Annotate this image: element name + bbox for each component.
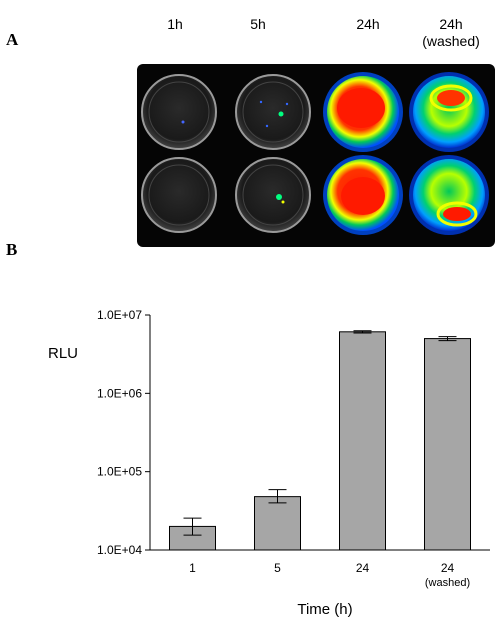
rlu-bar-chart: 1.0E+04 1.0E+05 1.0E+06 1.0E+07 RLU 1 5 24 24 (wa… bbox=[48, 308, 490, 618]
y-tick-label: 1.0E+05 bbox=[97, 465, 142, 479]
y-tick-label: 1.0E+06 bbox=[97, 386, 142, 400]
image-column-label-text: 24h bbox=[356, 16, 380, 32]
bar bbox=[424, 338, 471, 551]
image-column-label-24h: 24h bbox=[323, 16, 413, 33]
well-plate-svg bbox=[141, 72, 489, 235]
well-plate-image bbox=[137, 64, 495, 247]
image-column-label-text: 24h bbox=[439, 16, 463, 32]
y-axis-title: RLU bbox=[48, 345, 78, 362]
well-5h-top bbox=[235, 74, 311, 150]
panel-label-a: A bbox=[6, 30, 19, 49]
bar bbox=[339, 331, 386, 551]
image-column-label-24h-washed: 24h (washed) bbox=[406, 16, 496, 50]
image-column-sublabel-text: (washed) bbox=[422, 33, 480, 49]
well-1h-top bbox=[141, 74, 217, 150]
y-tick-label: 1.0E+07 bbox=[97, 308, 142, 322]
y-tick-label: 1.0E+04 bbox=[97, 543, 142, 557]
well-1h-bottom bbox=[141, 157, 217, 233]
well-24h-washed-top bbox=[409, 72, 489, 152]
x-axis-title: Time (h) bbox=[297, 601, 352, 618]
well-24h-bottom bbox=[323, 155, 403, 235]
image-column-label-1h: 1h bbox=[130, 16, 220, 33]
bar bbox=[254, 496, 301, 551]
x-tick-label: 24 bbox=[441, 561, 455, 575]
image-column-label-5h: 5h bbox=[213, 16, 303, 33]
x-tick-label: 1 bbox=[189, 561, 196, 575]
well-5h-bottom bbox=[235, 157, 311, 233]
image-column-label-text: 5h bbox=[250, 16, 266, 32]
x-tick-sublabel: (washed) bbox=[425, 577, 470, 589]
well-24h-top bbox=[323, 72, 403, 152]
well-24h-washed-bottom bbox=[409, 155, 489, 235]
x-tick-label: 5 bbox=[274, 561, 281, 575]
x-tick-label: 24 bbox=[356, 561, 370, 575]
image-column-label-text: 1h bbox=[167, 16, 183, 32]
panel-label-b: B bbox=[6, 240, 18, 259]
